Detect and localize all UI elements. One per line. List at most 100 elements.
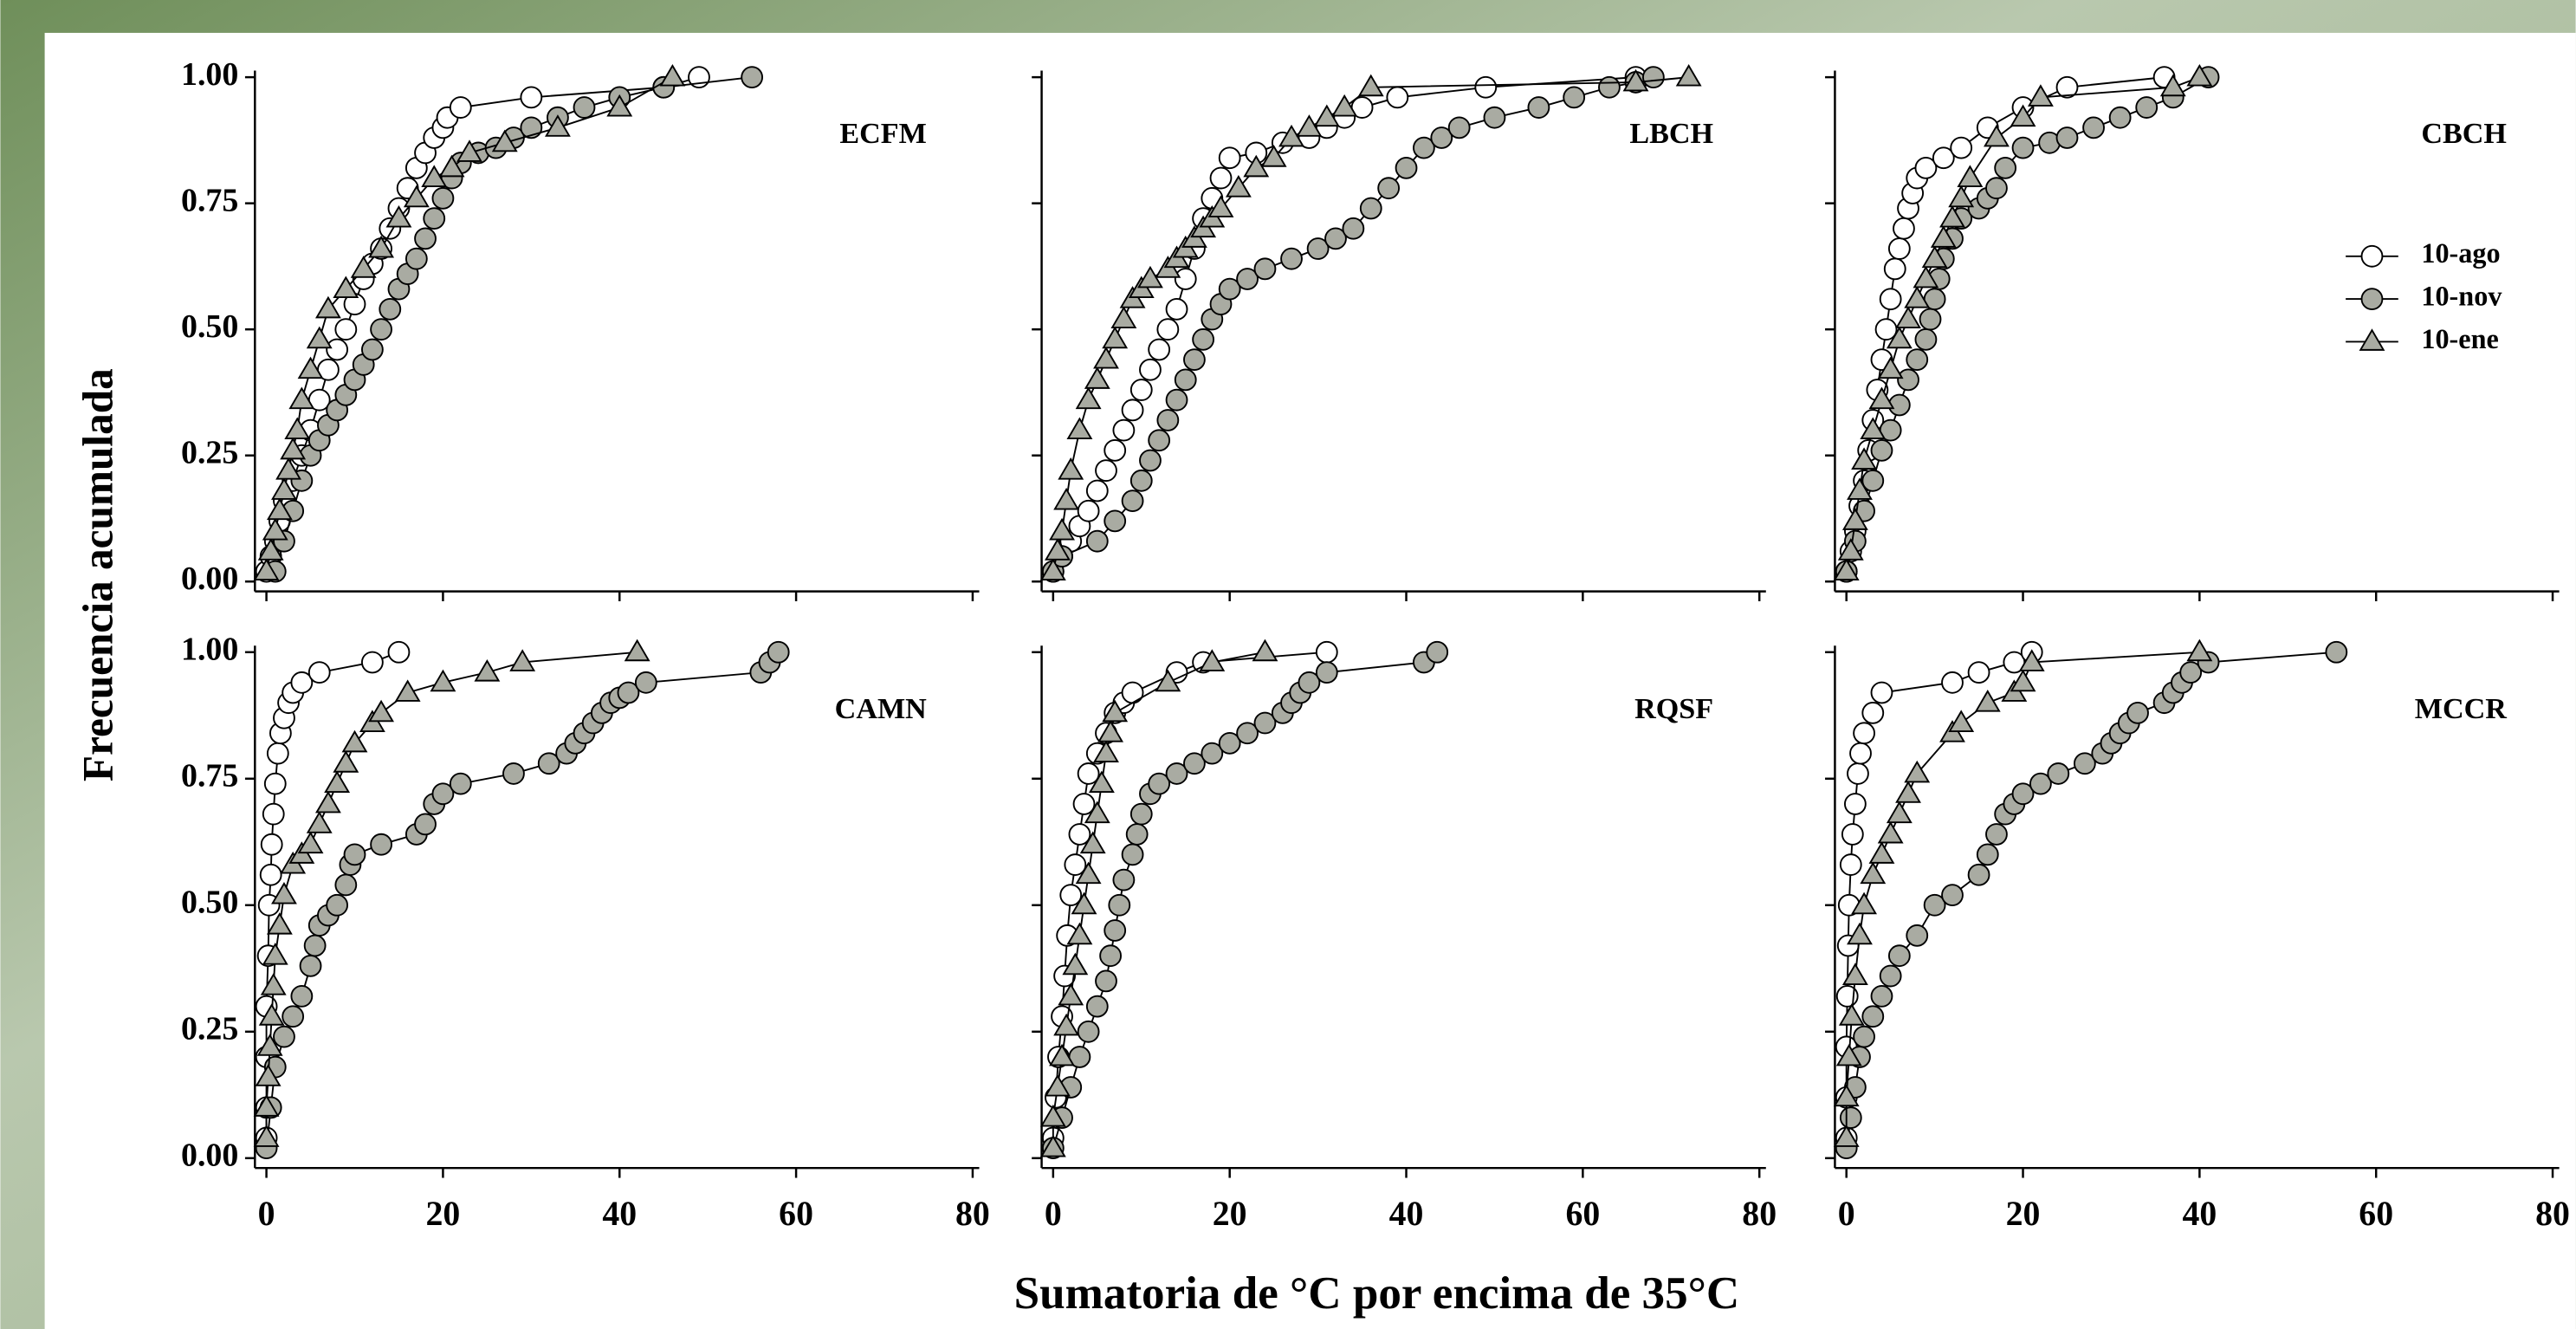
circle-marker [1236, 268, 1259, 290]
triangle-marker [394, 679, 421, 702]
circle-marker [423, 207, 446, 230]
triangle-marker [1066, 922, 1093, 945]
panel-label: MCCR [2415, 693, 2507, 725]
triangle-marker [350, 256, 377, 278]
circle-marker [1156, 318, 1180, 341]
triangle-marker [297, 831, 324, 854]
circle-marker [1941, 884, 1964, 907]
x-tick-label: 60 [2359, 1195, 2393, 1233]
triangle-marker [1045, 538, 1071, 561]
triangle-marker [333, 750, 359, 773]
circle-marker [1315, 640, 1338, 664]
panel: LBCH [1032, 63, 1766, 601]
circle-marker [1218, 277, 1241, 301]
circle-marker [1174, 268, 1197, 290]
circle-marker [263, 772, 287, 795]
triangle-marker [2010, 669, 2036, 692]
triangle-marker [1039, 1134, 1066, 1157]
circle-marker [326, 893, 349, 917]
circle-marker [1849, 742, 1872, 765]
triangle-marker [1833, 1084, 1860, 1107]
triangle-marker [474, 658, 501, 682]
circle-marker [1342, 217, 1365, 240]
triangle-marker [1904, 760, 1931, 783]
circle-marker [1192, 327, 1215, 351]
triangle-marker [255, 1064, 282, 1086]
circle-marker [282, 1005, 305, 1028]
circle-marker [431, 186, 455, 210]
circle-marker [1985, 823, 2008, 846]
triangle-marker [257, 538, 284, 561]
x-tick-label: 40 [2182, 1195, 2217, 1233]
triangle-marker [1851, 447, 1878, 470]
triangle-marker [509, 649, 536, 671]
x-tick-label: 0 [258, 1195, 275, 1233]
triangle-marker [1058, 457, 1084, 480]
circle-marker [1108, 893, 1131, 917]
triangle-marker [1939, 204, 1965, 228]
triangle-marker [1058, 982, 1084, 1006]
circle-marker [1861, 1005, 1885, 1028]
triangle-marker [438, 154, 465, 178]
y-tick-label: 0.25 [181, 1010, 238, 1047]
triangle-marker [403, 185, 430, 208]
panel: CBCH 10-ago 10-nov 10-ene [1825, 63, 2560, 601]
circle-marker [259, 863, 282, 886]
triangle-marker [253, 558, 280, 581]
series [1835, 640, 2043, 1150]
circle-marker [1474, 75, 1498, 99]
circle-marker [1853, 1025, 1875, 1048]
circle-marker [1104, 509, 1127, 533]
triangle-marker [1093, 346, 1119, 369]
circle-marker [343, 843, 366, 866]
triangle-marker [1833, 558, 1860, 581]
triangle-marker [1102, 326, 1129, 349]
circle-marker [1527, 96, 1550, 119]
x-tick-label: 0 [1838, 1195, 1855, 1233]
triangle-marker [253, 1125, 280, 1147]
triangle-marker [1841, 963, 1868, 985]
circle-marker [1377, 177, 1401, 200]
circle-marker [370, 318, 392, 341]
circle-marker [1906, 348, 1929, 372]
circle-marker [741, 66, 764, 89]
triangle-marker [1199, 649, 1226, 671]
triangle-marker [1622, 68, 1649, 92]
circle-marker [2011, 782, 2035, 806]
y-tick-label: 0.75 [181, 182, 238, 218]
x-tick-label: 80 [1742, 1195, 1777, 1233]
circle-marker [1139, 449, 1162, 472]
circle-marker [1121, 489, 1144, 512]
series-line [1845, 76, 2200, 572]
circle-marker [1870, 681, 1893, 704]
circle-marker [1253, 711, 1277, 735]
circle-marker [405, 247, 428, 270]
circle-marker [1209, 166, 1233, 190]
circle-marker [2082, 116, 2105, 139]
series [1041, 66, 1665, 583]
circle-marker [1253, 257, 1277, 281]
triangle-marker [262, 517, 288, 541]
circle-marker [617, 681, 640, 704]
triangle-marker [306, 326, 333, 349]
circle-marker [449, 772, 472, 795]
circle-marker [1847, 762, 1869, 785]
series [1833, 639, 2213, 1147]
triangle-marker [1930, 225, 1957, 248]
triangle-marker [1084, 801, 1110, 824]
triangle-marker [1075, 386, 1102, 410]
circle-marker [1887, 237, 1911, 260]
triangle-marker [624, 639, 650, 662]
circle-marker [449, 96, 472, 119]
circle-marker [1967, 661, 1990, 684]
circle-marker [1165, 762, 1188, 785]
triangle-marker [1675, 63, 1702, 87]
circle-marker [1139, 358, 1162, 381]
panel: 0 20 40 60 80 RQSF [1032, 639, 1777, 1233]
triangle-marker [1860, 417, 1887, 440]
triangle-marker [1075, 861, 1102, 885]
triangle-marker [1886, 801, 1913, 824]
triangle-marker [258, 1003, 285, 1026]
circle-marker [1165, 298, 1188, 321]
circle-marker [2360, 288, 2384, 310]
